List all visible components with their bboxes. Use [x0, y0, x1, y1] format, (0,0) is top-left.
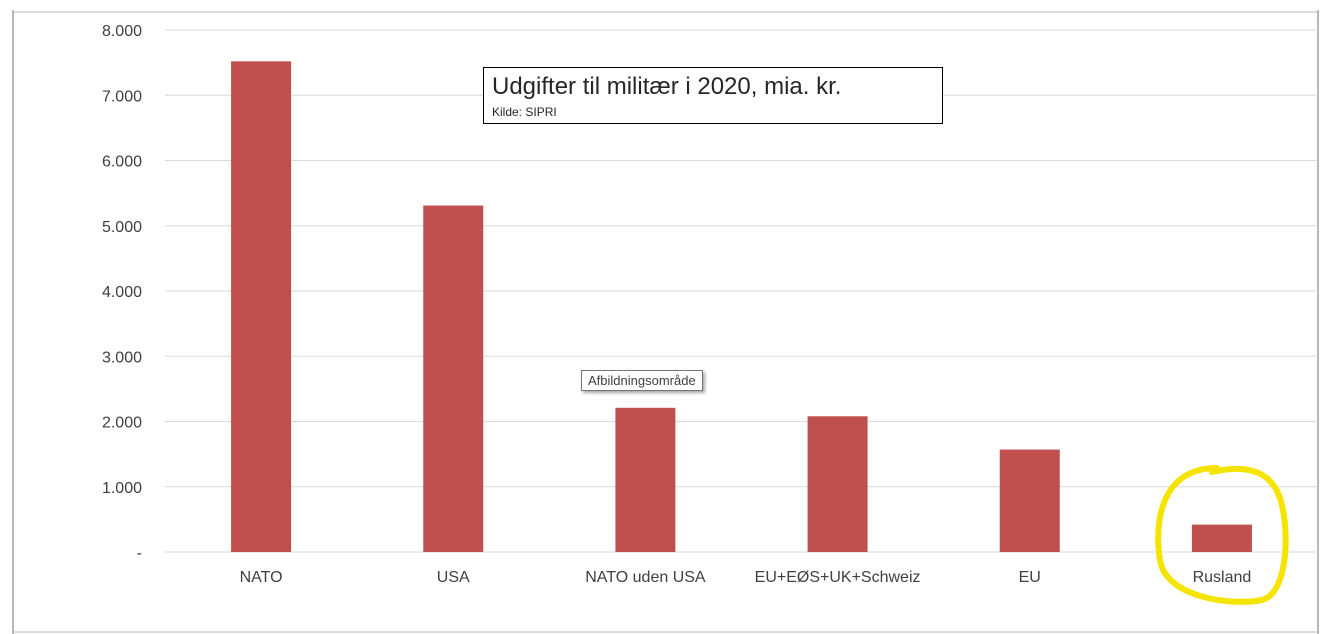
x-category-label: NATO [240, 569, 283, 586]
highlight-annotation [1155, 465, 1289, 605]
y-tick-label: 5.000 [102, 219, 142, 236]
bar-rusland [1191, 524, 1252, 552]
y-tick-label: - [137, 545, 142, 562]
highlight-circle [1155, 465, 1289, 605]
x-axis-category-labels: NATO USA NATO uden USA EU+EØS+UK+Schweiz EU R… [240, 569, 1252, 586]
x-category-label: NATO uden USA [585, 569, 706, 586]
y-tick-label: 3.000 [102, 349, 142, 366]
y-axis-tick-labels: - 1.000 2.000 3.000 4.000 5.000 6.000 7.000 8.00… [102, 23, 142, 562]
bar-eu [999, 449, 1060, 552]
plot-area-tooltip: Afbildningsområde [581, 370, 703, 391]
x-category-label: EU [1019, 569, 1041, 586]
x-category-label: USA [437, 569, 470, 586]
gridlines [165, 29, 1318, 553]
x-category-label: EU+EØS+UK+Schweiz [755, 569, 921, 586]
y-tick-label: 1.000 [102, 480, 142, 497]
y-tick-label: 2.000 [102, 415, 142, 432]
bars [231, 61, 1252, 552]
bar-usa [423, 205, 484, 552]
bar-nato [231, 61, 292, 552]
y-tick-label: 4.000 [102, 284, 142, 301]
y-tick-label: 8.000 [102, 23, 142, 40]
y-tick-label: 7.000 [102, 88, 142, 105]
bar-eu-eøs-uk-schweiz [807, 416, 868, 552]
x-category-label: Rusland [1193, 569, 1252, 586]
chart-title: Udgifter til militær i 2020, mia. kr. [492, 73, 842, 100]
bar-nato-uden-usa [615, 407, 676, 552]
chart-title-box[interactable]: Udgifter til militær i 2020, mia. kr. Ki… [483, 67, 943, 124]
y-tick-label: 6.000 [102, 154, 142, 171]
chart-source-label: Kilde: SIPRI [492, 105, 557, 119]
